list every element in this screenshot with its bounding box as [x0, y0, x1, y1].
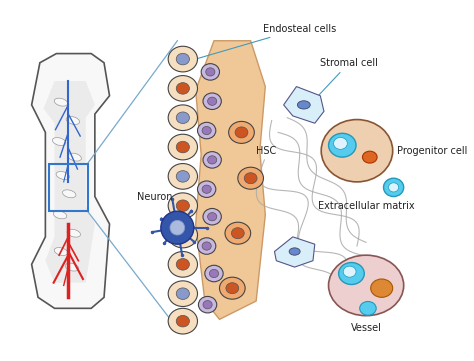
- Text: Endosteal cells: Endosteal cells: [198, 24, 336, 58]
- Ellipse shape: [54, 211, 67, 219]
- Polygon shape: [44, 81, 95, 283]
- Ellipse shape: [202, 242, 211, 250]
- Ellipse shape: [168, 252, 198, 277]
- Ellipse shape: [343, 266, 356, 277]
- Ellipse shape: [202, 126, 211, 135]
- Ellipse shape: [389, 183, 399, 192]
- Ellipse shape: [235, 127, 248, 138]
- Ellipse shape: [244, 173, 257, 184]
- Ellipse shape: [238, 167, 264, 189]
- Ellipse shape: [198, 122, 216, 139]
- Ellipse shape: [360, 301, 376, 315]
- Ellipse shape: [176, 141, 190, 153]
- Ellipse shape: [176, 316, 190, 327]
- Ellipse shape: [54, 248, 68, 256]
- Ellipse shape: [56, 171, 70, 179]
- Ellipse shape: [203, 208, 221, 225]
- Ellipse shape: [168, 134, 198, 160]
- Ellipse shape: [176, 200, 190, 212]
- Ellipse shape: [202, 185, 211, 193]
- Ellipse shape: [225, 222, 251, 244]
- Ellipse shape: [371, 279, 392, 297]
- Ellipse shape: [363, 151, 377, 163]
- Ellipse shape: [205, 265, 223, 282]
- Ellipse shape: [203, 301, 212, 309]
- Text: Vessel: Vessel: [351, 323, 382, 334]
- Ellipse shape: [321, 119, 392, 182]
- Ellipse shape: [289, 248, 300, 255]
- Ellipse shape: [328, 133, 356, 157]
- Ellipse shape: [176, 83, 190, 94]
- Ellipse shape: [54, 98, 68, 106]
- Ellipse shape: [334, 138, 347, 149]
- Ellipse shape: [168, 193, 198, 218]
- Ellipse shape: [63, 190, 76, 198]
- Text: Progenitor cell: Progenitor cell: [397, 146, 468, 156]
- Polygon shape: [274, 237, 315, 267]
- Ellipse shape: [201, 64, 219, 80]
- Ellipse shape: [66, 117, 80, 125]
- Ellipse shape: [176, 258, 190, 270]
- Ellipse shape: [328, 255, 404, 316]
- Ellipse shape: [176, 288, 190, 299]
- Ellipse shape: [338, 262, 365, 284]
- Ellipse shape: [168, 308, 198, 334]
- Ellipse shape: [65, 263, 79, 271]
- Ellipse shape: [198, 181, 216, 197]
- Ellipse shape: [210, 269, 219, 278]
- Ellipse shape: [168, 281, 198, 306]
- Ellipse shape: [297, 101, 310, 109]
- Text: Extracellular matrix: Extracellular matrix: [318, 201, 414, 211]
- Ellipse shape: [219, 277, 245, 299]
- Ellipse shape: [168, 75, 198, 101]
- Text: HSC: HSC: [256, 146, 276, 156]
- Text: Neuron: Neuron: [137, 192, 173, 201]
- Circle shape: [170, 220, 185, 235]
- Polygon shape: [283, 87, 324, 123]
- Circle shape: [161, 211, 194, 244]
- Ellipse shape: [53, 138, 66, 145]
- Ellipse shape: [228, 121, 255, 143]
- Ellipse shape: [208, 213, 217, 221]
- Ellipse shape: [231, 228, 244, 239]
- Polygon shape: [196, 41, 265, 319]
- Ellipse shape: [226, 283, 239, 294]
- Ellipse shape: [168, 105, 198, 131]
- Ellipse shape: [176, 229, 190, 241]
- Ellipse shape: [208, 156, 217, 164]
- Ellipse shape: [67, 229, 81, 237]
- Ellipse shape: [176, 112, 190, 123]
- Ellipse shape: [176, 171, 190, 182]
- Ellipse shape: [208, 97, 217, 105]
- Text: Stromal cell: Stromal cell: [317, 58, 378, 97]
- Ellipse shape: [203, 93, 221, 109]
- Ellipse shape: [168, 46, 198, 72]
- Ellipse shape: [198, 238, 216, 254]
- Ellipse shape: [168, 222, 198, 248]
- Ellipse shape: [206, 68, 215, 76]
- Ellipse shape: [203, 152, 221, 168]
- Ellipse shape: [199, 296, 217, 313]
- Ellipse shape: [168, 164, 198, 189]
- Ellipse shape: [383, 178, 404, 196]
- Ellipse shape: [176, 53, 190, 65]
- Ellipse shape: [68, 153, 82, 161]
- Polygon shape: [32, 53, 109, 308]
